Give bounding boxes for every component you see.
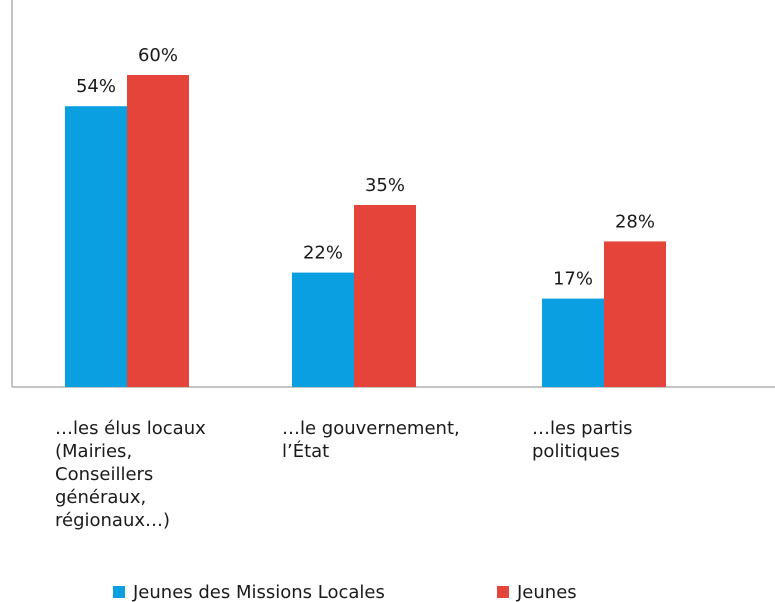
value-label: 17% bbox=[553, 269, 593, 290]
bar bbox=[65, 106, 127, 387]
x-tick-label: …les partis politiques bbox=[532, 418, 632, 462]
bar bbox=[542, 298, 604, 387]
x-tick-label: …le gouvernement, l’État bbox=[282, 418, 460, 462]
value-label: 28% bbox=[615, 211, 655, 232]
legend-label: Jeunes des Missions Locales bbox=[132, 582, 385, 602]
bar bbox=[127, 75, 189, 387]
x-tick-label: …les élus locaux (Mairies, Conseillers géné… bbox=[55, 418, 206, 531]
value-label: 54% bbox=[76, 76, 116, 97]
legend-swatch bbox=[113, 586, 125, 598]
bar bbox=[354, 205, 416, 387]
legend-swatch bbox=[497, 586, 509, 598]
bar bbox=[292, 272, 354, 387]
value-label: 22% bbox=[303, 243, 343, 264]
value-label: 35% bbox=[365, 175, 405, 196]
legend-label: Jeunes bbox=[516, 582, 577, 602]
value-label: 60% bbox=[138, 45, 178, 66]
bar bbox=[604, 241, 666, 387]
